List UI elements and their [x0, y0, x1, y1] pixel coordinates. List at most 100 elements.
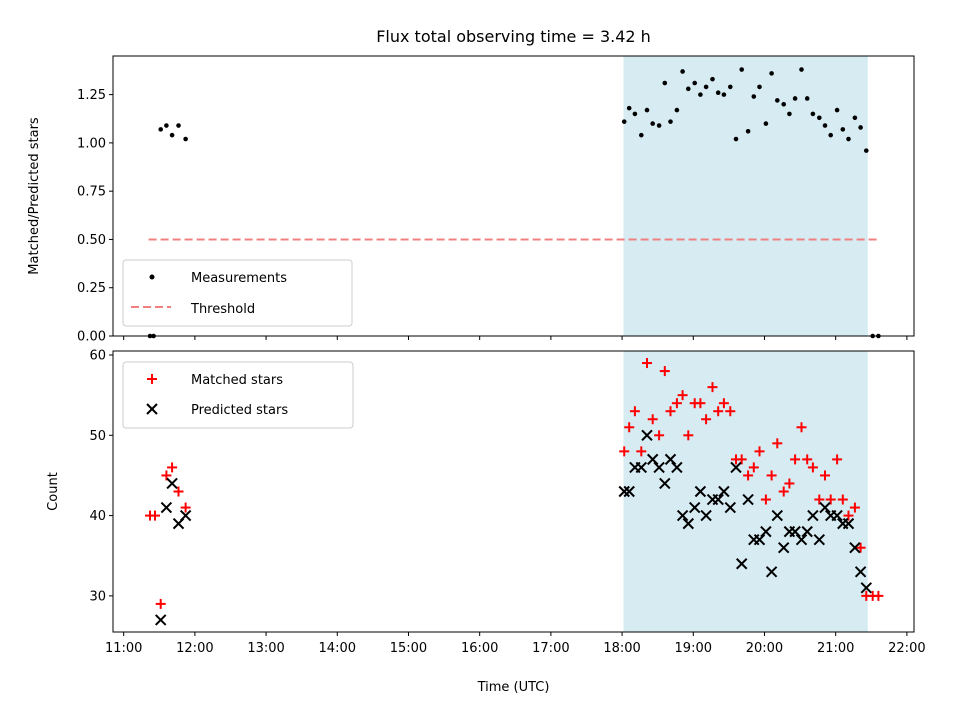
matched-legend-label: Matched stars	[191, 373, 283, 388]
matched-point	[796, 422, 807, 433]
predicted-point	[166, 477, 178, 490]
measurement-point	[674, 107, 680, 113]
measurement-point	[769, 71, 774, 76]
predicted-point-b	[641, 429, 653, 442]
measurement-point	[715, 90, 721, 95]
measurement-point	[828, 132, 833, 138]
predicted-point-b	[789, 525, 801, 538]
matched-point	[837, 494, 848, 505]
predicted-point-b	[795, 533, 808, 546]
matched-point	[677, 390, 688, 401]
matched-point	[150, 510, 161, 521]
predicted-point	[742, 493, 754, 506]
predicted-point	[730, 461, 742, 474]
measurement-point	[781, 101, 787, 107]
predicted-point	[682, 517, 695, 530]
matched-point	[807, 462, 818, 473]
matched-point	[802, 454, 813, 465]
y-tick-label: 0.75	[77, 185, 106, 200]
predicted-point	[724, 501, 737, 514]
predicted-point	[819, 501, 831, 514]
measurement-point	[698, 92, 703, 97]
matched-point	[832, 454, 843, 465]
measurement-point	[710, 76, 715, 82]
predicted-point	[854, 566, 867, 578]
predicted-point-b	[160, 501, 173, 514]
predicted-point-b	[676, 509, 689, 522]
predicted-point	[807, 509, 819, 522]
predicted-point-b	[813, 533, 826, 546]
predicted-point	[760, 525, 772, 538]
x-tick-label: 15:00	[390, 641, 427, 656]
matched-point	[683, 430, 694, 441]
measurement-point	[164, 123, 169, 128]
matched-point	[736, 454, 747, 465]
matched-point	[820, 470, 830, 481]
predicted-point	[688, 501, 701, 514]
measurement-point	[817, 115, 822, 121]
top-y-ticks: 0.00 0.25 0.50 0.75 1.00 1.25	[77, 88, 113, 345]
measurements-legend-marker	[149, 274, 155, 280]
measurement-point	[158, 127, 164, 132]
predicted-point	[813, 533, 826, 546]
measurement-point	[626, 105, 632, 111]
matched-point	[743, 470, 754, 481]
predicted-point-b	[771, 509, 784, 522]
predicted-point	[765, 566, 778, 578]
predicted-legend-glyph	[146, 403, 158, 415]
measurement-point	[721, 92, 727, 97]
observing-span-bottom	[623, 351, 868, 632]
x-tick-label: 17:00	[532, 641, 569, 656]
matched-point	[629, 406, 640, 417]
matched-point	[173, 486, 184, 497]
predicted-point-b	[742, 493, 754, 506]
measurement-points	[147, 67, 881, 339]
matched-point	[624, 422, 635, 433]
predicted-point	[712, 493, 724, 506]
measurement-point	[733, 136, 739, 142]
measurement-point	[757, 84, 762, 90]
measurement-point	[840, 127, 846, 132]
measurement-point	[728, 84, 733, 90]
predicted-point	[801, 525, 813, 538]
measurement-point	[662, 80, 668, 86]
x-tick-label: 19:00	[675, 641, 712, 656]
y-tick-label: 0.00	[77, 330, 106, 345]
matched-point	[701, 414, 712, 425]
measurement-point	[810, 111, 816, 117]
predicted-point-b	[671, 461, 683, 474]
measurement-point	[680, 69, 685, 74]
matched-point	[671, 398, 682, 409]
predicted-legend-marker	[146, 403, 158, 415]
top-legend-box	[122, 259, 353, 327]
x-tick-label: 20:00	[746, 641, 783, 656]
predicted-point	[842, 517, 855, 530]
predicted-point-b	[635, 461, 648, 474]
measurement-point	[834, 107, 840, 113]
predicted-point	[676, 509, 689, 522]
measurement-point	[183, 136, 188, 142]
predicted-point-b	[682, 517, 695, 530]
ratio-panel: 0.00 0.25 0.50 0.75 1.00 1.25 Matched/Predict…	[27, 55, 915, 345]
predicted-point-b	[700, 509, 712, 522]
predicted-point-b	[819, 501, 831, 514]
measurement-point	[632, 111, 638, 117]
predicted-point	[718, 485, 730, 498]
bottom-x-ticks: 11:00 12:00 13:00 14:00 15:00 16:00 17:00 18:00…	[105, 632, 926, 656]
matched-point	[642, 358, 652, 369]
y-tick-label: 0.50	[77, 233, 106, 248]
predicted-point-b	[154, 614, 167, 626]
measurement-point	[804, 96, 810, 101]
matched-point	[873, 590, 884, 601]
predicted-legend-glyph-b	[146, 403, 158, 415]
bottom-legend-box	[122, 361, 354, 429]
predicted-point-b	[712, 493, 724, 506]
matched-point	[855, 542, 866, 553]
predicted-point-b	[753, 533, 766, 546]
predicted-point	[777, 541, 790, 554]
measurement-point	[846, 136, 851, 142]
predicted-point	[753, 533, 766, 546]
predicted-point-b	[831, 509, 843, 522]
predicted-point	[618, 485, 630, 498]
predicted-point	[694, 485, 707, 498]
